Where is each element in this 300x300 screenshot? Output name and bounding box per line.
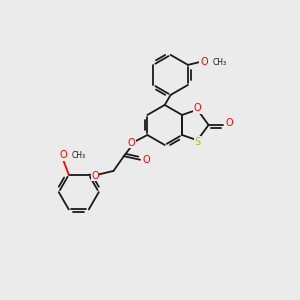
Text: CH₃: CH₃ [72, 151, 86, 160]
Text: S: S [194, 137, 200, 147]
Text: O: O [143, 155, 150, 165]
Text: O: O [59, 150, 67, 160]
Text: CH₃: CH₃ [212, 58, 226, 67]
Text: O: O [128, 138, 135, 148]
Text: O: O [226, 118, 234, 128]
Text: O: O [91, 171, 99, 181]
Text: O: O [194, 103, 201, 113]
Text: O: O [200, 57, 208, 67]
